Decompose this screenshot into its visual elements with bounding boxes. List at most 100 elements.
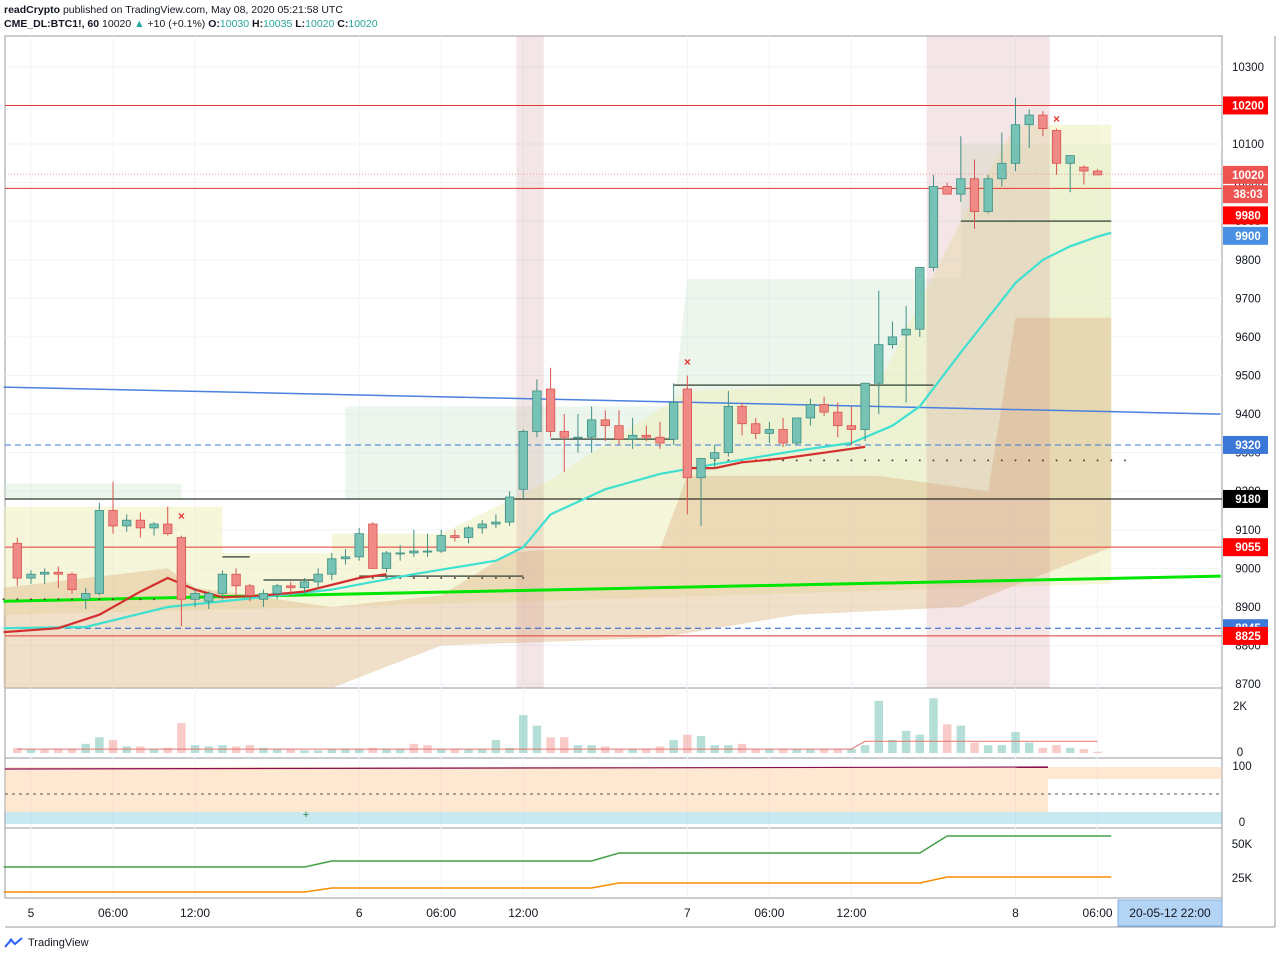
candle-body[interactable]: [395, 552, 405, 555]
price-tag[interactable]: [1223, 165, 1268, 184]
candle-body[interactable]: [573, 436, 583, 439]
price-tag[interactable]: [1223, 538, 1268, 557]
candle-body[interactable]: [956, 178, 966, 195]
candle-body[interactable]: [1010, 124, 1021, 164]
price-tag[interactable]: [1223, 206, 1268, 225]
volume-bar: [464, 749, 473, 753]
price-tag[interactable]: [1223, 626, 1268, 645]
price-tag[interactable]: [1223, 185, 1268, 204]
candle-body[interactable]: [586, 419, 597, 438]
candle-body[interactable]: [245, 585, 255, 596]
candle-body[interactable]: [231, 573, 241, 587]
candle-body[interactable]: [40, 571, 50, 575]
candle-body[interactable]: [901, 328, 911, 336]
support-dot: [139, 598, 142, 601]
candle-body[interactable]: [354, 533, 364, 558]
price-tag-text: 9180: [1235, 494, 1261, 506]
candle-body[interactable]: [409, 550, 419, 554]
candle-body[interactable]: [805, 404, 816, 419]
price-tag[interactable]: [1223, 489, 1268, 508]
tradingview-logo-icon[interactable]: [4, 937, 24, 949]
candle-body[interactable]: [477, 523, 487, 529]
candle-body[interactable]: [819, 404, 829, 413]
candle-body[interactable]: [1051, 130, 1062, 164]
candle-body[interactable]: [833, 411, 843, 427]
candle-body[interactable]: [313, 573, 323, 583]
candle-body[interactable]: [915, 267, 925, 330]
candle-body[interactable]: [860, 382, 870, 430]
candle-body[interactable]: [94, 510, 104, 594]
candle-body[interactable]: [436, 535, 446, 552]
candle-body[interactable]: [286, 585, 296, 589]
footer-brand[interactable]: TradingView: [28, 937, 89, 949]
candle-body[interactable]: [327, 558, 337, 575]
candle-body[interactable]: [600, 419, 610, 427]
candle-body[interactable]: [368, 523, 378, 569]
volume-bar: [847, 749, 856, 753]
candle-body[interactable]: [983, 178, 993, 212]
candle-body[interactable]: [122, 519, 132, 527]
candle-body[interactable]: [26, 573, 36, 579]
candle-body[interactable]: [696, 458, 706, 479]
price-tag[interactable]: [1223, 96, 1268, 115]
candle-body[interactable]: [764, 429, 775, 434]
candle-body[interactable]: [792, 417, 802, 444]
candle-body[interactable]: [135, 519, 146, 529]
candle-body[interactable]: [149, 523, 159, 529]
candle-body[interactable]: [381, 552, 392, 569]
candle-body[interactable]: [491, 521, 501, 525]
candle-body[interactable]: [53, 571, 63, 575]
candle-body[interactable]: [532, 390, 542, 432]
symbol-name[interactable]: CME_DL:BTC1!, 60: [4, 18, 100, 30]
author-name[interactable]: readCrypto: [4, 4, 61, 16]
candle-body[interactable]: [190, 593, 200, 600]
candle-body[interactable]: [997, 162, 1007, 180]
candle-body[interactable]: [1079, 166, 1089, 172]
candle-body[interactable]: [1024, 114, 1034, 126]
candle-body[interactable]: [559, 431, 569, 438]
candle-body[interactable]: [887, 336, 898, 346]
candle-body[interactable]: [81, 593, 91, 600]
candle-body[interactable]: [874, 344, 884, 384]
candle-body[interactable]: [217, 573, 228, 594]
candle-body[interactable]: [450, 535, 460, 538]
candle-body[interactable]: [108, 510, 118, 527]
candle-body[interactable]: [723, 405, 734, 454]
candle-body[interactable]: [176, 537, 187, 600]
candle-body[interactable]: [669, 402, 679, 440]
candle-body[interactable]: [545, 388, 556, 432]
candle-body[interactable]: [504, 496, 515, 523]
candle-body[interactable]: [928, 186, 939, 268]
candle-body[interactable]: [737, 405, 747, 425]
candle-body[interactable]: [1065, 155, 1075, 164]
candle-body[interactable]: [710, 452, 720, 459]
candle-body[interactable]: [846, 425, 857, 430]
candle-body[interactable]: [1038, 114, 1048, 129]
candle-body[interactable]: [942, 186, 952, 195]
candle-body[interactable]: [518, 431, 528, 490]
candle-body[interactable]: [422, 550, 433, 553]
candle-body[interactable]: [258, 593, 269, 600]
candle-body[interactable]: [614, 425, 624, 440]
price-tag[interactable]: [1223, 226, 1268, 245]
candle-body[interactable]: [12, 542, 22, 579]
candle-body[interactable]: [340, 556, 351, 560]
candle-body[interactable]: [969, 178, 980, 212]
price-tag[interactable]: [1223, 435, 1268, 454]
candle-body[interactable]: [299, 581, 310, 589]
candle-body[interactable]: [67, 573, 77, 591]
candle-body[interactable]: [655, 436, 665, 444]
trendline[interactable]: [3, 386, 1221, 415]
candle-body[interactable]: [463, 527, 474, 538]
price-tick-label: 9600: [1235, 332, 1261, 344]
candle-body[interactable]: [751, 423, 761, 434]
candle-body[interactable]: [682, 388, 692, 479]
candle-body[interactable]: [204, 593, 214, 602]
candle-body[interactable]: [628, 434, 638, 440]
candle-body[interactable]: [1092, 170, 1103, 176]
candle-body[interactable]: [272, 585, 282, 594]
candle-body[interactable]: [641, 434, 651, 438]
candle-body[interactable]: [778, 429, 788, 444]
candle-body[interactable]: [163, 523, 173, 535]
